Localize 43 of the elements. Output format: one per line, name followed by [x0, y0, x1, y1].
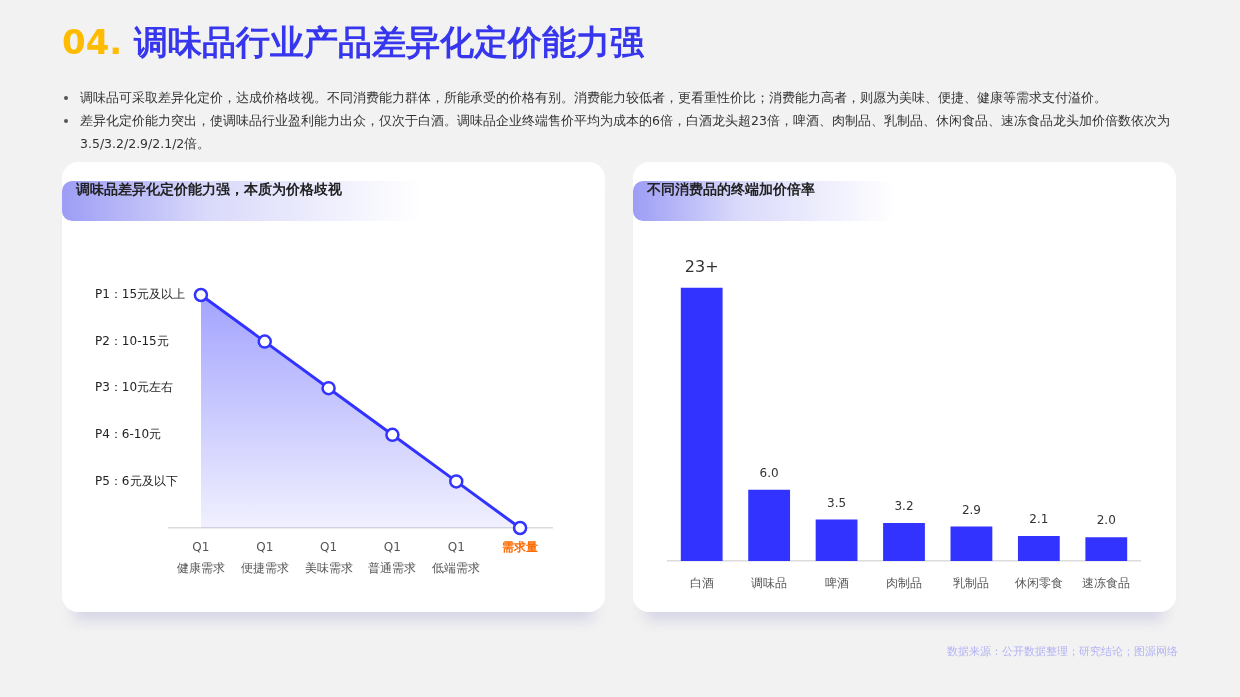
- x-tick-label: 速冻食品: [1082, 575, 1131, 590]
- annotation: P5：6元及以下: [95, 473, 178, 488]
- x-tick-label: 肉制品: [886, 575, 922, 590]
- bar: [883, 522, 925, 561]
- text: 调味品可采取差异化定价，达成价格歧视。不同消费能力群体，所能承受的价格有别。消费能力较低者，更看重性价比；消费能力高者，则愿为美味、便捷、健康等需求支付溢价。: [80, 90, 1107, 105]
- text: 差异化定价能力突出，使调味品行业盈利能力出众，仅次于白酒。调味品企业终端售价平均为成本的6倍，白酒龙头超23倍，啤酒、肉制品、乳制品、休闲食品、速冻食品龙头加价倍数依次为3.5/3.2/2.9/2.1/2倍。: [80, 113, 1170, 151]
- data-label: 6.0: [759, 465, 779, 480]
- data-label: 3.5: [827, 495, 847, 510]
- point: [385, 427, 400, 443]
- x-tick-label: 白酒: [689, 575, 714, 590]
- bar: [680, 287, 723, 561]
- text: P4：6-10元: [95, 426, 162, 441]
- bar: [748, 489, 791, 561]
- point: [321, 380, 336, 396]
- data-label: 2.1: [1029, 512, 1049, 527]
- chart-title: 不同消费品的终端加价倍率: [633, 181, 895, 221]
- annotation: P1：15元及以上: [95, 287, 186, 302]
- bar: [1017, 536, 1060, 561]
- x-tick-label: Q1 健康需求: [176, 539, 225, 575]
- annotation: P2：10-15元: [95, 333, 169, 348]
- x-tick-label: Q1 美味需求: [304, 539, 353, 575]
- x-tick-label: Q1 普通需求: [368, 539, 417, 575]
- bar: [1085, 537, 1128, 561]
- x-tick-label: 乳制品: [953, 575, 990, 590]
- x-tick-label: 啤酒: [824, 575, 849, 590]
- x-tick-label: 调味品: [751, 575, 788, 590]
- point: [512, 520, 528, 536]
- x-tick-label: Q1 便捷需求: [240, 539, 289, 575]
- annotation: P3：10元左右: [95, 380, 174, 395]
- bar: [815, 519, 858, 561]
- data-label: 3.2: [894, 499, 914, 514]
- point: [257, 334, 272, 349]
- point: [449, 474, 464, 489]
- x-tick-label: 休闲零食: [1014, 575, 1063, 590]
- data-label: 2.0: [1096, 513, 1116, 528]
- text: 04. 调味品行业产品差异化定价能力强: [62, 22, 645, 62]
- chart-title: 调味品差异化定价能力强，本质为价格歧视: [62, 181, 422, 221]
- x-axis-title: 需求量: [502, 540, 539, 555]
- bar: [950, 526, 993, 561]
- data-label: 23+: [684, 256, 719, 276]
- x-tick-label: Q1 低端需求: [432, 539, 481, 575]
- point: [193, 287, 209, 303]
- data-label: 2.9: [961, 502, 981, 517]
